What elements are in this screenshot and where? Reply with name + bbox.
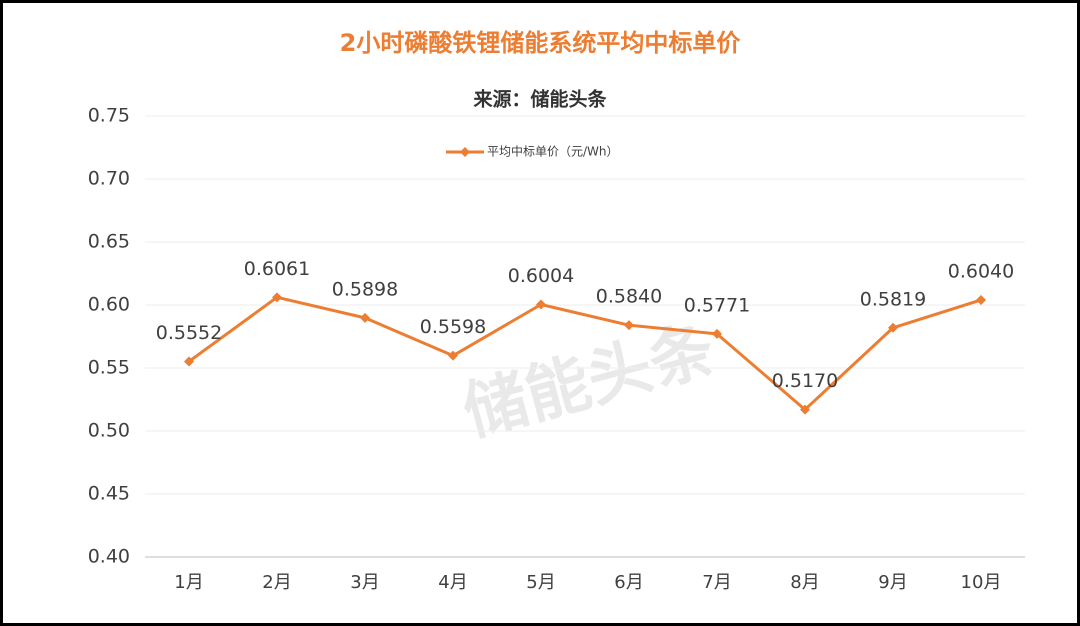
point xyxy=(800,404,810,415)
point xyxy=(976,294,986,305)
y-tick-label: 0.55 xyxy=(88,357,130,379)
data-label: 0.5771 xyxy=(684,294,750,316)
y-tick-label: 0.40 xyxy=(88,546,130,568)
y-tick-label: 0.60 xyxy=(88,294,130,316)
y-tick-label: 0.65 xyxy=(88,231,130,253)
y-tick-label: 0.75 xyxy=(88,105,130,127)
point xyxy=(624,320,634,331)
data-label: 0.5840 xyxy=(596,286,662,308)
x-tick-label: 6月 xyxy=(614,572,643,593)
point xyxy=(184,356,194,367)
point xyxy=(272,292,282,303)
x-tick-label: 3月 xyxy=(350,572,379,593)
chart-title: 2小时磷酸铁锂储能系统平均中标单价 xyxy=(340,29,742,57)
point xyxy=(536,299,546,310)
legend-label: 平均中标单价（元/Wh） xyxy=(487,144,619,159)
data-label: 0.6040 xyxy=(948,260,1014,282)
data-label: 0.5552 xyxy=(156,322,222,344)
x-tick-label: 7月 xyxy=(702,572,731,593)
point xyxy=(360,312,370,323)
data-label: 0.6061 xyxy=(244,258,310,280)
point xyxy=(448,350,458,361)
x-tick-label: 5月 xyxy=(526,572,555,593)
x-tick-label: 1月 xyxy=(174,572,203,593)
data-label: 0.5898 xyxy=(332,278,398,300)
x-tick-label: 9月 xyxy=(878,572,907,593)
legend-marker xyxy=(460,147,470,157)
y-tick-label: 0.70 xyxy=(88,168,130,190)
chart-subtitle: 来源：储能头条 xyxy=(473,88,607,111)
x-tick-label: 4月 xyxy=(438,572,467,593)
y-tick-label: 0.45 xyxy=(88,483,130,505)
point xyxy=(712,328,722,339)
data-label: 0.5170 xyxy=(772,370,838,392)
x-tick-label: 8月 xyxy=(790,572,819,593)
data-label: 0.5819 xyxy=(860,288,926,310)
data-label: 0.5598 xyxy=(420,316,486,338)
x-tick-label: 10月 xyxy=(961,572,1002,593)
point xyxy=(888,322,898,333)
x-tick-label: 2月 xyxy=(262,572,291,593)
y-tick-label: 0.50 xyxy=(88,420,130,442)
data-label: 0.6004 xyxy=(508,265,574,287)
series-line xyxy=(188,295,982,412)
